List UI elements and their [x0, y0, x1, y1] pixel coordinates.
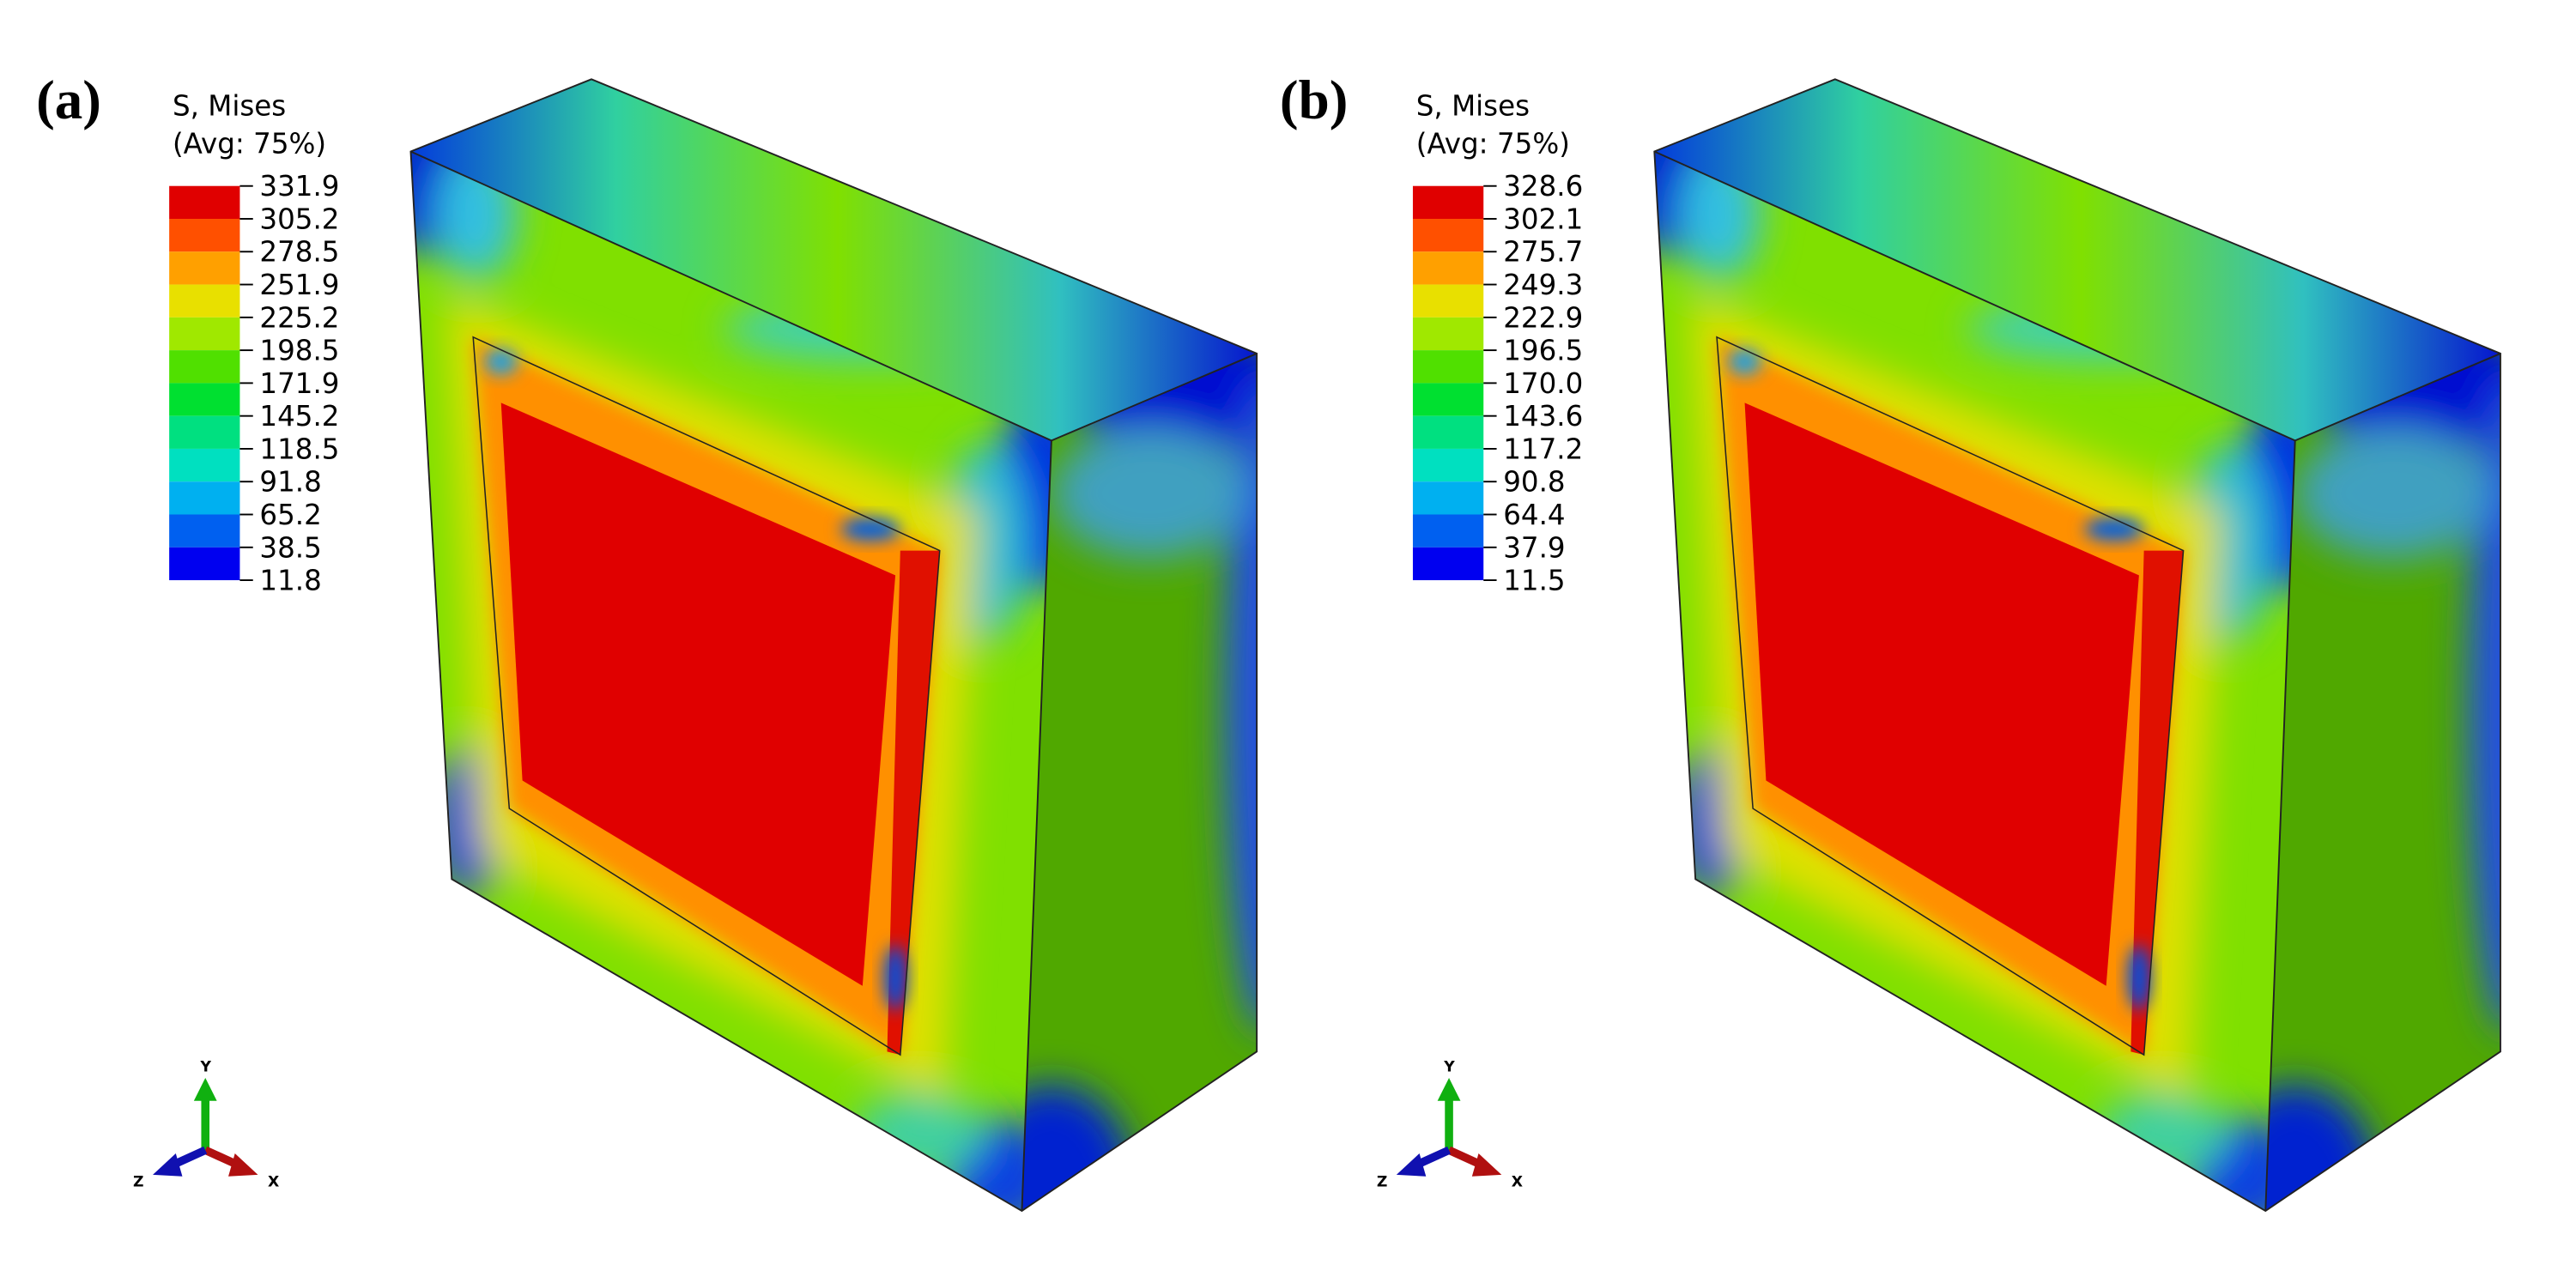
legend-band	[1412, 284, 1484, 318]
legend-value: 118.5	[259, 433, 339, 465]
legend-band	[169, 514, 240, 548]
legend-value: 90.8	[1503, 466, 1565, 499]
panel: (b) S, Mises (Avg: 75%) 328.6302.1275.7249.…	[1280, 66, 2549, 1277]
axis-label-x: X	[268, 1173, 279, 1190]
arrow-x	[228, 1153, 258, 1177]
legend-band	[1412, 251, 1484, 285]
legend-value: 278.5	[259, 236, 339, 269]
legend-value: 145.2	[259, 400, 339, 433]
legend-band	[169, 317, 240, 351]
fe-model	[1618, 66, 2549, 1277]
axis-label-z: Z	[1377, 1173, 1388, 1190]
legend-band	[169, 383, 240, 416]
legend-value: 171.9	[259, 367, 339, 400]
legend-title: S, Mises	[173, 89, 286, 122]
legend-value: 170.0	[1503, 367, 1583, 400]
legend-subtitle: (Avg: 75%)	[173, 127, 326, 160]
legend-value: 222.9	[1503, 301, 1583, 334]
legend-band	[1412, 448, 1484, 482]
legend-value: 251.9	[259, 269, 339, 301]
panel: (a) S, Mises (Avg: 75%) 331.9305.2278.5251.…	[36, 66, 1306, 1277]
legend-value: 249.3	[1503, 269, 1583, 301]
legend-band	[1412, 547, 1484, 581]
legend-value: 328.6	[1503, 170, 1583, 203]
legend-band	[1412, 317, 1484, 351]
legend-value: 305.2	[259, 203, 339, 235]
legend-value: 275.7	[1503, 236, 1583, 269]
arrow-z	[1396, 1153, 1427, 1177]
legend-value: 117.2	[1503, 433, 1583, 465]
legend-value: 11.5	[1503, 565, 1565, 597]
legend-value: 143.6	[1503, 400, 1583, 433]
legend-value: 64.4	[1503, 499, 1565, 531]
legend-band	[169, 350, 240, 384]
legend-band	[1412, 350, 1484, 384]
axis-label-y: Y	[199, 1058, 211, 1075]
legend-band	[169, 251, 240, 285]
legend-band	[169, 218, 240, 252]
legend-band	[169, 547, 240, 581]
legend-band	[1412, 514, 1484, 548]
legend-band	[169, 284, 240, 318]
legend-value: 11.8	[259, 565, 321, 597]
legend-title: S, Mises	[1416, 89, 1530, 122]
axis-label-y: Y	[1443, 1058, 1455, 1075]
legend-value: 38.5	[259, 531, 321, 564]
arrow-x	[1471, 1153, 1502, 1177]
arrow-z	[152, 1153, 183, 1177]
panel-label: (b)	[1280, 70, 1349, 131]
legend-value: 196.5	[1503, 335, 1583, 367]
legend-band	[1412, 383, 1484, 416]
legend-subtitle: (Avg: 75%)	[1416, 127, 1570, 160]
axis-label-z: Z	[133, 1173, 144, 1190]
legend-value: 225.2	[259, 301, 339, 334]
legend-band	[169, 481, 240, 515]
legend-band	[169, 448, 240, 482]
legend-value: 302.1	[1503, 203, 1583, 235]
panel-label: (a)	[36, 70, 101, 131]
axis-label-x: X	[1512, 1173, 1523, 1190]
legend-value: 91.8	[259, 466, 321, 499]
legend-value: 198.5	[259, 335, 339, 367]
legend-value: 65.2	[259, 499, 321, 531]
legend-band	[1412, 185, 1484, 219]
arrow-y	[1437, 1077, 1461, 1101]
legend-band	[169, 185, 240, 219]
fe-model	[374, 66, 1306, 1277]
legend-value: 37.9	[1503, 531, 1565, 564]
legend-band	[1412, 415, 1484, 449]
arrow-y	[193, 1077, 217, 1101]
legend-band	[169, 415, 240, 449]
legend-band	[1412, 218, 1484, 252]
legend-value: 331.9	[259, 170, 339, 203]
legend-band	[1412, 481, 1484, 515]
